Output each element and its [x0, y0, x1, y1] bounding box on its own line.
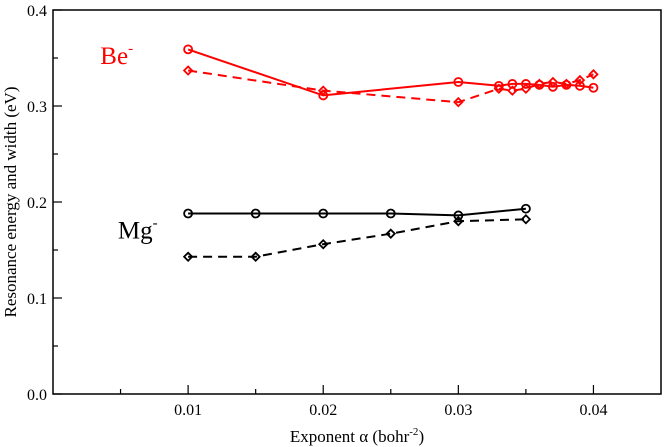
data-point [317, 238, 329, 250]
series-be-width [182, 65, 599, 108]
data-point [547, 76, 559, 88]
data-point [183, 208, 194, 219]
data-point [318, 208, 329, 219]
data-point [385, 208, 396, 219]
data-point [493, 83, 505, 94]
data-point [453, 210, 464, 221]
data-point [507, 85, 518, 96]
x-axis-title-main: Exponent α (bohr [290, 427, 410, 446]
y-tick-label: 0.0 [27, 387, 47, 404]
data-point [507, 79, 518, 89]
data-point [534, 78, 545, 90]
x-axis-title: Exponent α (bohr-2) [290, 426, 424, 446]
x-tick-label: 0.04 [579, 402, 607, 419]
data-point [493, 80, 504, 91]
data-point [250, 208, 261, 219]
plot-frame [52, 9, 662, 395]
annotation-be: Be- [100, 41, 133, 70]
ticks-layer [53, 9, 595, 395]
data-point [520, 203, 531, 214]
data-point [561, 78, 572, 90]
data-point [182, 65, 194, 76]
series-be-energy [183, 44, 599, 101]
annotation-mg: Mg- [118, 215, 158, 244]
data-point [250, 251, 261, 262]
series-line [187, 69, 594, 104]
data-point [453, 215, 464, 227]
series-line [188, 218, 526, 258]
y-tick-label: 0.4 [27, 3, 47, 20]
x-axis-title-close: ) [418, 427, 424, 446]
y-tick-label: 0.3 [27, 99, 47, 116]
series-layer [182, 44, 599, 262]
data-point [548, 81, 558, 92]
data-point [520, 79, 531, 89]
y-axis-title: Resonance energy and width (eV) [1, 87, 20, 318]
series-mg-width [182, 214, 532, 262]
y-tick-label: 0.2 [27, 195, 47, 212]
data-point [385, 228, 397, 239]
x-tick-label: 0.02 [309, 402, 337, 419]
series-mg-energy [183, 203, 531, 221]
data-point [520, 214, 532, 225]
data-point [520, 83, 532, 94]
annotations: Be- Mg- [100, 41, 157, 245]
data-point [453, 96, 464, 108]
data-point [453, 77, 464, 87]
x-tick-label: 0.01 [174, 402, 202, 419]
data-point [588, 82, 599, 93]
series-line [187, 48, 594, 97]
data-point [588, 69, 599, 80]
y-tick-label: 0.1 [27, 291, 47, 308]
labels-layer: 0.01 0.02 0.03 0.04 0.0 0.1 0.2 0.3 0.4 [27, 3, 607, 419]
data-point [183, 44, 194, 55]
x-tick-label: 0.03 [444, 402, 472, 419]
x-axis-title-sup: -2 [409, 426, 418, 438]
data-point [182, 251, 194, 262]
data-point [575, 80, 585, 91]
data-point [317, 85, 329, 96]
series-line [188, 207, 526, 217]
data-point [574, 74, 586, 86]
